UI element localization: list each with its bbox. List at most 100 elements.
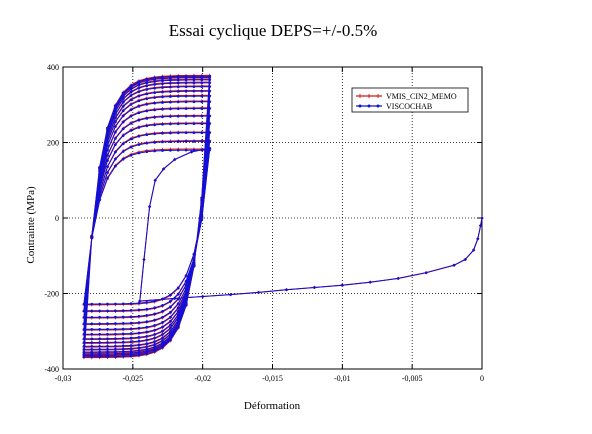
data-point bbox=[137, 308, 141, 312]
data-point bbox=[192, 100, 196, 104]
data-point bbox=[161, 115, 164, 119]
data-point bbox=[153, 132, 156, 136]
data-point bbox=[169, 332, 172, 336]
data-point bbox=[121, 309, 125, 312]
data-point bbox=[184, 131, 188, 135]
data-point bbox=[121, 91, 125, 95]
data-point bbox=[169, 85, 172, 89]
data-point bbox=[313, 286, 316, 289]
data-point bbox=[148, 205, 151, 208]
data-point bbox=[145, 84, 149, 88]
data-point bbox=[82, 350, 86, 354]
data-point bbox=[176, 326, 180, 329]
data-point bbox=[161, 336, 164, 340]
data-point bbox=[137, 151, 141, 155]
data-point bbox=[472, 248, 475, 252]
data-point bbox=[106, 315, 109, 319]
data-point bbox=[114, 120, 117, 124]
series-viscochab bbox=[82, 74, 484, 359]
data-point bbox=[98, 337, 101, 341]
data-point bbox=[145, 307, 149, 311]
data-point bbox=[153, 299, 156, 303]
data-point bbox=[192, 148, 196, 152]
data-point bbox=[341, 283, 344, 287]
data-point bbox=[184, 296, 188, 300]
data-point bbox=[106, 302, 109, 306]
data-point bbox=[153, 91, 156, 95]
data-point bbox=[137, 80, 141, 83]
data-point bbox=[106, 332, 109, 336]
data-point bbox=[90, 328, 94, 331]
data-point bbox=[145, 92, 149, 96]
data-point bbox=[98, 347, 101, 351]
data-point bbox=[114, 131, 117, 134]
data-point bbox=[162, 167, 165, 171]
data-point bbox=[257, 291, 260, 294]
data-point bbox=[90, 302, 94, 306]
data-point bbox=[145, 141, 149, 145]
data-point bbox=[121, 337, 125, 340]
data-point bbox=[98, 302, 101, 306]
data-point bbox=[192, 252, 196, 256]
y-tick-label: 400 bbox=[47, 63, 59, 72]
data-point bbox=[114, 157, 117, 161]
series-layer bbox=[82, 73, 484, 360]
data-point bbox=[129, 327, 133, 330]
data-point bbox=[106, 322, 109, 325]
data-point bbox=[137, 86, 141, 90]
data-point bbox=[106, 309, 109, 313]
data-point bbox=[184, 78, 188, 82]
data-point bbox=[137, 326, 141, 330]
data-point bbox=[145, 103, 149, 106]
data-point bbox=[200, 114, 204, 118]
data-point bbox=[161, 123, 164, 126]
data-point bbox=[121, 315, 125, 319]
data-point bbox=[129, 103, 133, 106]
data-point bbox=[153, 141, 156, 144]
data-point bbox=[114, 125, 117, 129]
data-point bbox=[137, 94, 141, 98]
x-tick-label: -0,015 bbox=[262, 374, 283, 383]
data-point bbox=[169, 90, 172, 93]
chart-title: Essai cyclique DEPS=+/-0.5% bbox=[169, 21, 378, 40]
data-point bbox=[145, 352, 149, 356]
data-point bbox=[129, 94, 133, 97]
data-point bbox=[192, 140, 196, 143]
data-point bbox=[106, 131, 109, 134]
data-point bbox=[82, 315, 86, 319]
data-point bbox=[114, 337, 117, 340]
y-axis-title: Contrainte (MPa) bbox=[25, 186, 37, 264]
data-point bbox=[114, 116, 117, 120]
data-point bbox=[208, 85, 211, 88]
data-point bbox=[121, 350, 125, 353]
data-point bbox=[176, 122, 180, 126]
data-point bbox=[169, 122, 172, 126]
data-point bbox=[176, 78, 180, 82]
x-axis-title: Déformation bbox=[244, 400, 301, 412]
data-point bbox=[176, 75, 180, 78]
data-point bbox=[201, 295, 204, 298]
series-vmis-cin2-memo bbox=[82, 73, 484, 360]
data-point bbox=[82, 302, 86, 306]
data-point bbox=[98, 180, 101, 184]
data-point bbox=[161, 333, 164, 336]
data-point bbox=[200, 89, 204, 93]
data-point bbox=[208, 148, 211, 152]
data-point bbox=[129, 340, 133, 344]
data-point bbox=[153, 345, 156, 349]
data-point bbox=[145, 342, 149, 345]
data-point bbox=[184, 90, 188, 93]
data-point bbox=[98, 187, 101, 190]
data-point bbox=[142, 258, 146, 261]
data-point bbox=[98, 344, 101, 348]
data-point bbox=[90, 322, 94, 325]
data-point bbox=[137, 90, 141, 94]
data-point bbox=[82, 337, 86, 341]
data-point bbox=[90, 341, 94, 344]
data-point bbox=[169, 338, 172, 342]
data-point bbox=[184, 85, 188, 89]
data-point bbox=[184, 287, 188, 290]
data-point bbox=[161, 108, 164, 111]
data-point bbox=[169, 149, 172, 152]
tick-labels: -0,03 -0,025 -0,02 -0,015 -0,01 -0,005 0 -400 -2… bbox=[44, 63, 484, 383]
